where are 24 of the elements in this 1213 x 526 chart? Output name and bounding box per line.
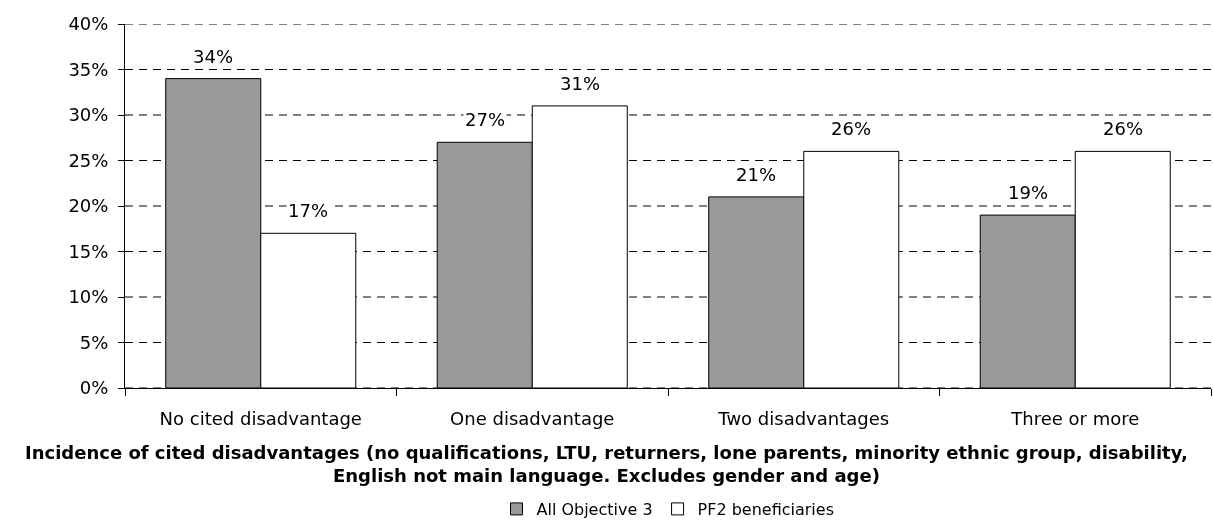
y-tick-label: 30%	[68, 104, 109, 126]
data-label: 17%	[288, 200, 329, 221]
legend-label: All Objective 3	[536, 500, 653, 520]
x-tick-label: One disadvantage	[450, 407, 615, 429]
x-tick-label: No cited disadvantage	[159, 407, 362, 429]
x-axis-title: Incidence of cited disadvantages (no qualifications, LTU, returners, lone parents, minority ethnic group, disability, English not main language. Excludes gender and age)	[25, 442, 1188, 487]
data-label: 31%	[560, 73, 601, 94]
y-tick-label: 35%	[68, 58, 109, 80]
legend-label: PF2 beneficiaries	[697, 500, 834, 520]
data-label: 26%	[1103, 118, 1144, 139]
data-label: 34%	[193, 46, 234, 67]
y-tick-label: 0%	[79, 377, 109, 399]
y-tick-label: 15%	[68, 240, 109, 262]
y-tick-label: 40%	[68, 13, 109, 35]
y-tick-label: 20%	[68, 195, 109, 217]
y-tick-label: 5%	[79, 331, 109, 353]
data-label: 19%	[1008, 182, 1049, 203]
data-label: 21%	[736, 164, 777, 185]
data-label: 27%	[465, 109, 506, 130]
x-tick-label: Two disadvantages	[717, 407, 890, 429]
x-tick-label: Three or more	[1010, 407, 1140, 429]
y-tick-label: 25%	[68, 149, 109, 171]
data-label: 26%	[831, 118, 872, 139]
y-tick-label: 10%	[68, 286, 109, 308]
